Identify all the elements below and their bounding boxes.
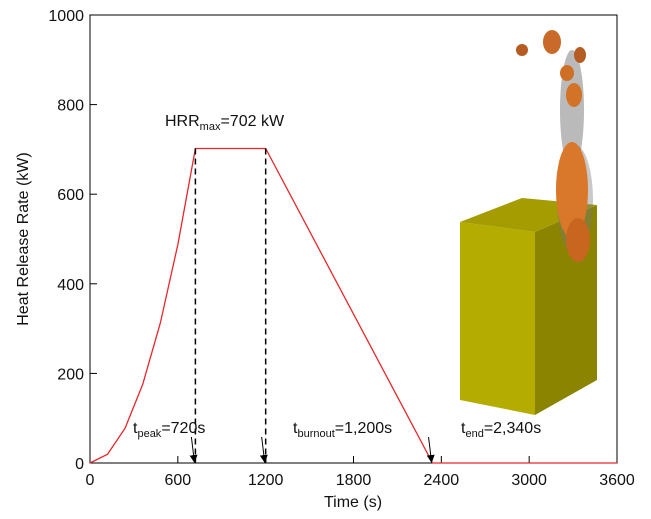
annotation-value: =2,340s: [484, 420, 541, 437]
annotation: tburnout=1,200s: [293, 420, 392, 440]
x-tick-label: 600: [164, 472, 191, 489]
annotation-sub: max: [200, 121, 221, 133]
x-axis-label: Time (s): [324, 494, 382, 511]
annotation: HRRmax=702 kW: [165, 113, 285, 133]
y-tick-label: 0: [75, 456, 84, 473]
y-tick-label: 800: [57, 98, 84, 115]
y-tick-label: 200: [57, 366, 84, 383]
y-tick-label: 1000: [48, 8, 84, 25]
annotation-main: t: [293, 420, 298, 437]
x-tick-label: 2400: [424, 472, 460, 489]
annotation-sub: end: [465, 428, 483, 440]
annotation-main: t: [133, 420, 138, 437]
annotation-value: =720s: [161, 420, 205, 437]
annotation-main: HRR: [165, 113, 200, 130]
annotation-arrow: [189, 436, 198, 463]
x-tick-label: 1800: [336, 472, 372, 489]
annotation-arrow: [259, 436, 268, 463]
y-tick-label: 400: [57, 277, 84, 294]
annotation-sub: peak: [137, 428, 161, 440]
x-tick-label: 3000: [511, 472, 547, 489]
x-tick-label: 3600: [599, 472, 635, 489]
hrr-line: [89, 147, 617, 464]
y-axis-label: Heat Release Rate (kW): [15, 152, 32, 325]
annotation-arrow: [426, 436, 435, 463]
annotation-main: t: [461, 420, 466, 437]
annotation: tpeak=720s: [133, 420, 205, 440]
x-tick-label: 0: [86, 472, 95, 489]
x-tick-label: 1200: [248, 472, 284, 489]
y-tick-label: 600: [57, 187, 84, 204]
annotation-value: =702 kW: [220, 113, 284, 130]
annotation-sub: burnout: [297, 428, 334, 440]
annotation: tend=2,340s: [461, 420, 541, 440]
annotation-value: =1,200s: [335, 420, 392, 437]
fire-illustration: [460, 30, 597, 415]
